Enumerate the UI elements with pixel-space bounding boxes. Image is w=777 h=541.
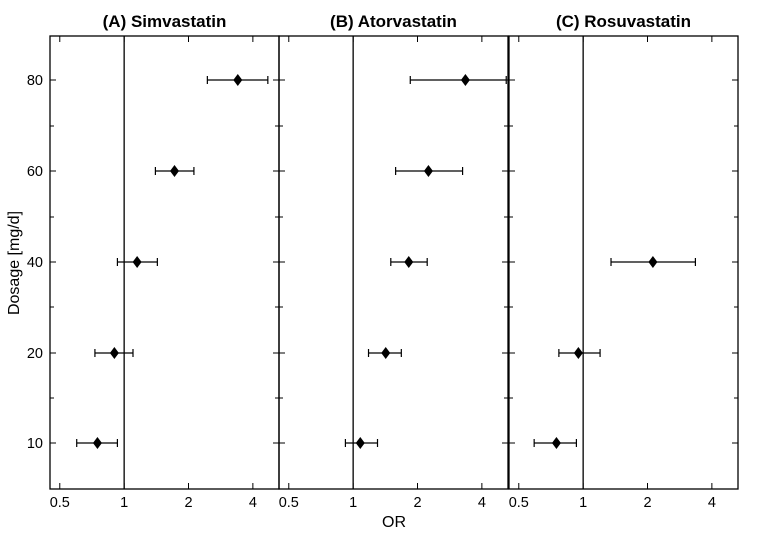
y-tick-label: 20 [27, 346, 43, 362]
y-tick-label: 10 [27, 436, 43, 452]
x-tick-label: 4 [478, 495, 486, 511]
data-point [573, 347, 583, 359]
y-tick-label: 80 [27, 73, 43, 89]
panel-1: (A) Simvastatin 0.5 1 2 4 [49, 12, 280, 511]
panel-2: (B) Atorvastatin 0.5 1 2 4 [278, 12, 509, 511]
x-axis-title: OR [382, 514, 406, 531]
y-tick-labels: 10 20 40 60 80 [27, 73, 43, 452]
panel-frame [49, 35, 280, 490]
x-tick-label: 0.5 [509, 495, 529, 511]
data-point [92, 437, 102, 449]
y-tick-label: 40 [27, 255, 43, 271]
data-point [233, 74, 243, 86]
y-tick-label: 60 [27, 164, 43, 180]
x-tick-label: 1 [349, 495, 357, 511]
x-tick-label: 0.5 [50, 495, 70, 511]
x-tick-label: 1 [579, 495, 587, 511]
panel-title: (A) Simvastatin [103, 12, 227, 31]
y-axis-title: Dosage [mg/d] [6, 211, 23, 315]
data-point [648, 256, 658, 268]
panel-3: (C) Rosuvastatin 0.5 1 2 4 [508, 12, 739, 511]
x-tick-label: 1 [120, 495, 128, 511]
data-point [109, 347, 119, 359]
x-tick-label: 4 [249, 495, 257, 511]
panel-title: (B) Atorvastatin [330, 12, 457, 31]
x-tick-label: 2 [184, 495, 192, 511]
data-point [355, 437, 365, 449]
data-point [404, 256, 414, 268]
data-point [132, 256, 142, 268]
panels-layer: (A) Simvastatin 0.5 1 2 4 (B) Atorvastatin 0.5… [27, 12, 739, 511]
panel-title: (C) Rosuvastatin [556, 12, 691, 31]
data-point [381, 347, 391, 359]
data-point [170, 165, 180, 177]
x-tick-label: 2 [643, 495, 651, 511]
data-point [551, 437, 561, 449]
data-point [460, 74, 470, 86]
data-point [423, 165, 433, 177]
x-tick-label: 0.5 [279, 495, 299, 511]
x-tick-label: 2 [413, 495, 421, 511]
x-tick-label: 4 [708, 495, 716, 511]
